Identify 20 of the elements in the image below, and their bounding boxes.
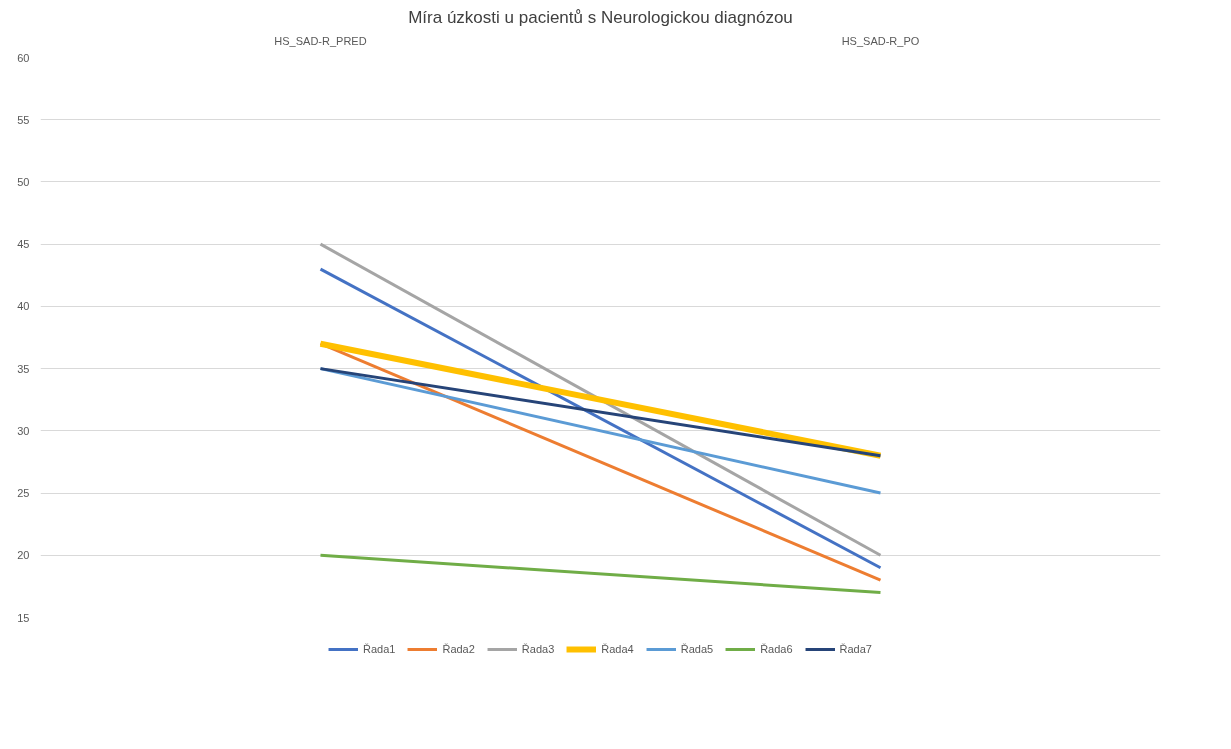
y-tick-label: 55 <box>17 113 30 126</box>
y-tick-label: 30 <box>17 424 30 437</box>
y-tick-label: 25 <box>17 487 30 500</box>
legend-label: Řada2 <box>442 643 475 655</box>
y-tick-label: 50 <box>17 175 30 188</box>
x-tick-label: HS_SAD-R_PRED <box>274 34 367 47</box>
legend-label: Řada4 <box>601 643 634 655</box>
y-tick-label: 15 <box>17 611 30 624</box>
x-tick-label: HS_SAD-R_PO <box>841 34 920 47</box>
legend-label: Řada7 <box>839 643 872 655</box>
y-tick-label: 60 <box>17 51 30 64</box>
y-tick-label: 35 <box>17 362 30 375</box>
legend-label: Řada5 <box>680 643 714 655</box>
legend-label: Řada1 <box>363 643 396 655</box>
chart-title: Míra úzkosti u pacientů s Neurologickou diagnózou <box>408 7 793 27</box>
legend-label: Řada3 <box>521 643 555 655</box>
y-tick-label: 20 <box>17 549 30 562</box>
y-tick-label: 40 <box>17 300 30 313</box>
y-tick-label: 45 <box>17 238 30 251</box>
legend-label: Řada6 <box>760 643 793 655</box>
